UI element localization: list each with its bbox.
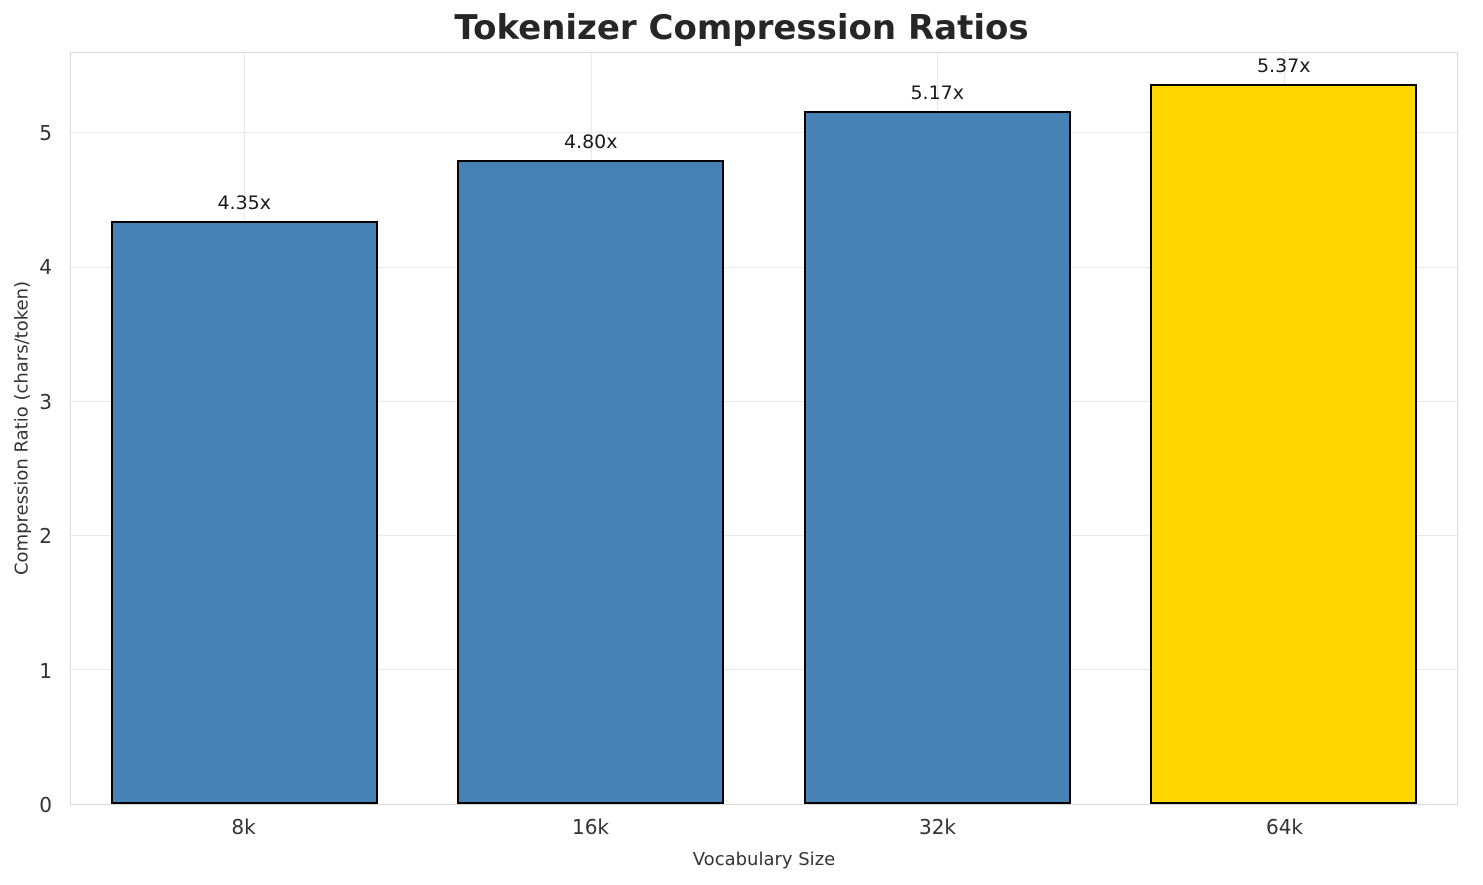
bar-8k <box>110 220 378 804</box>
bar-slot-8k: 4.35x <box>71 53 418 804</box>
x-tick-label-64k: 64k <box>1265 815 1304 839</box>
bar-16k <box>457 160 725 804</box>
x-axis-label: Vocabulary Size <box>692 849 836 870</box>
bar-value-label: 5.17x <box>910 81 965 104</box>
y-tick-label: 4 <box>39 255 52 280</box>
y-tick-label: 1 <box>39 658 52 683</box>
y-tick-label: 0 <box>39 793 52 817</box>
bar-value-label: 4.35x <box>217 191 272 214</box>
bar-value-label: 4.80x <box>563 131 618 154</box>
bars-row: 4.35x 4.80x 5.17x 5.37x <box>71 53 1457 804</box>
y-tick-label: 2 <box>39 524 52 549</box>
bar-slot-32k: 5.17x <box>764 53 1111 804</box>
bar-64k <box>1150 83 1418 804</box>
gridline-horizontal <box>71 266 1457 268</box>
bar-slot-16k: 4.80x <box>418 53 765 804</box>
chart-title: Tokenizer Compression Ratios <box>454 8 1029 48</box>
y-tick-label: 5 <box>39 120 52 145</box>
x-tick-label-8k: 8k <box>231 815 256 839</box>
y-axis-tick-labels: 0 1 2 3 4 5 <box>0 52 62 815</box>
x-tick-label-32k: 32k <box>918 815 957 839</box>
y-tick-label: 3 <box>39 389 52 414</box>
bar-32k <box>803 110 1071 804</box>
x-tick-label-16k: 16k <box>571 815 610 839</box>
x-axis-tick-labels: 8k 16k 32k 64k <box>70 815 1458 839</box>
plot-area: 4.35x 4.80x 5.17x 5.37x <box>70 52 1458 805</box>
gridline-horizontal <box>71 132 1457 134</box>
gridline-horizontal <box>71 534 1457 536</box>
gridline-horizontal <box>71 668 1457 670</box>
gridline-horizontal <box>71 400 1457 402</box>
bar-value-label: 5.37x <box>1256 54 1311 77</box>
bar-slot-64k: 5.37x <box>1111 53 1458 804</box>
